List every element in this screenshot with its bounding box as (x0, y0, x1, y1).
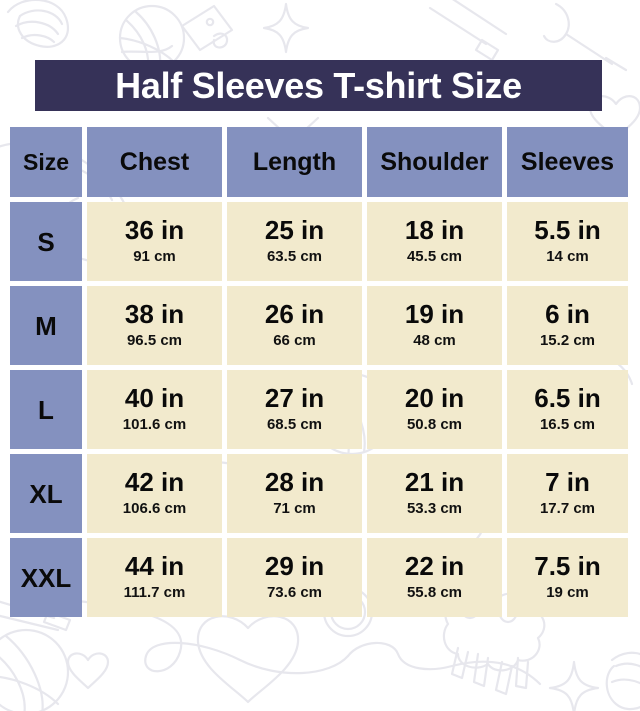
value-centimeters: 111.7 cm (123, 583, 186, 601)
size-label: L (38, 394, 54, 425)
sleeves-cell: 7.5 in 19 cm (507, 538, 628, 617)
shoulder-cell: 22 in 55.8 cm (367, 538, 502, 617)
value-centimeters: 63.5 cm (266, 247, 323, 265)
size-cell: L (10, 370, 82, 449)
column-header-label: Length (252, 147, 337, 176)
value-centimeters: 55.8 cm (406, 583, 463, 601)
value-centimeters: 68.5 cm (266, 415, 323, 433)
length-cell: 26 in 66 cm (227, 286, 362, 365)
size-cell: S (10, 202, 82, 281)
title-banner: Half Sleeves T-shirt Size (35, 60, 602, 111)
table-row: M 38 in 96.5 cm 26 in 66 cm 19 in 48 cm … (10, 286, 628, 365)
value-inches: 19 in (404, 299, 465, 330)
sleeves-cell: 6.5 in 16.5 cm (507, 370, 628, 449)
value-inches: 27 in (264, 383, 325, 414)
length-cell: 25 in 63.5 cm (227, 202, 362, 281)
size-cell: XL (10, 454, 82, 533)
value-inches: 26 in (264, 299, 325, 330)
value-centimeters: 50.8 cm (406, 415, 463, 433)
shoulder-cell: 19 in 48 cm (367, 286, 502, 365)
size-cell: XXL (10, 538, 82, 617)
value-inches: 28 in (264, 467, 325, 498)
value-inches: 42 in (124, 467, 185, 498)
table-row: XXL 44 in 111.7 cm 29 in 73.6 cm 22 in 5… (10, 538, 628, 617)
value-centimeters: 19 cm (546, 583, 589, 601)
value-centimeters: 101.6 cm (122, 415, 187, 433)
value-centimeters: 15.2 cm (539, 331, 596, 349)
shoulder-cell: 20 in 50.8 cm (367, 370, 502, 449)
chest-cell: 42 in 106.6 cm (87, 454, 222, 533)
shoulder-cell: 21 in 53.3 cm (367, 454, 502, 533)
sleeves-cell: 5.5 in 14 cm (507, 202, 628, 281)
column-header-sleeves: Sleeves (507, 127, 628, 197)
table-header-row: Size Chest Length Shoulder Sleeves (10, 127, 628, 197)
shoulder-cell: 18 in 45.5 cm (367, 202, 502, 281)
value-inches: 7 in (545, 467, 590, 498)
value-inches: 40 in (124, 383, 185, 414)
value-centimeters: 48 cm (413, 331, 456, 349)
value-inches: 22 in (404, 551, 465, 582)
length-cell: 29 in 73.6 cm (227, 538, 362, 617)
value-inches: 21 in (404, 467, 465, 498)
column-header-label: Chest (119, 147, 190, 176)
value-centimeters: 96.5 cm (126, 331, 183, 349)
value-inches: 5.5 in (534, 215, 601, 246)
page-title: Half Sleeves T-shirt Size (115, 64, 522, 106)
value-inches: 6 in (545, 299, 590, 330)
value-inches: 25 in (264, 215, 325, 246)
column-header-shoulder: Shoulder (367, 127, 502, 197)
value-centimeters: 53.3 cm (406, 499, 463, 517)
value-centimeters: 91 cm (133, 247, 176, 265)
size-label: XXL (20, 562, 72, 593)
column-header-label: Sleeves (520, 147, 615, 176)
value-centimeters: 16.5 cm (539, 415, 596, 433)
value-inches: 29 in (264, 551, 325, 582)
column-header-chest: Chest (87, 127, 222, 197)
size-label: XL (29, 478, 63, 509)
sleeves-cell: 6 in 15.2 cm (507, 286, 628, 365)
length-cell: 27 in 68.5 cm (227, 370, 362, 449)
value-centimeters: 66 cm (273, 331, 316, 349)
size-label: M (35, 310, 57, 341)
length-cell: 28 in 71 cm (227, 454, 362, 533)
value-centimeters: 14 cm (546, 247, 589, 265)
column-header-length: Length (227, 127, 362, 197)
column-header-label: Shoulder (380, 147, 489, 176)
value-inches: 36 in (124, 215, 185, 246)
value-centimeters: 106.6 cm (122, 499, 187, 517)
size-chart-table: Size Chest Length Shoulder Sleeves S 36 … (10, 127, 628, 622)
value-centimeters: 73.6 cm (266, 583, 323, 601)
value-inches: 44 in (124, 551, 185, 582)
table-row: S 36 in 91 cm 25 in 63.5 cm 18 in 45.5 c… (10, 202, 628, 281)
value-centimeters: 45.5 cm (406, 247, 463, 265)
value-inches: 20 in (404, 383, 465, 414)
chest-cell: 40 in 101.6 cm (87, 370, 222, 449)
value-inches: 18 in (404, 215, 465, 246)
chest-cell: 38 in 96.5 cm (87, 286, 222, 365)
value-inches: 6.5 in (534, 383, 601, 414)
size-label: S (37, 226, 55, 257)
chest-cell: 44 in 111.7 cm (87, 538, 222, 617)
table-row: XL 42 in 106.6 cm 28 in 71 cm 21 in 53.3… (10, 454, 628, 533)
table-row: L 40 in 101.6 cm 27 in 68.5 cm 20 in 50.… (10, 370, 628, 449)
value-centimeters: 17.7 cm (539, 499, 596, 517)
chest-cell: 36 in 91 cm (87, 202, 222, 281)
value-centimeters: 71 cm (273, 499, 316, 517)
column-header-label: Size (22, 148, 70, 175)
column-header-size: Size (10, 127, 82, 197)
size-cell: M (10, 286, 82, 365)
sleeves-cell: 7 in 17.7 cm (507, 454, 628, 533)
value-inches: 7.5 in (534, 551, 601, 582)
value-inches: 38 in (124, 299, 185, 330)
